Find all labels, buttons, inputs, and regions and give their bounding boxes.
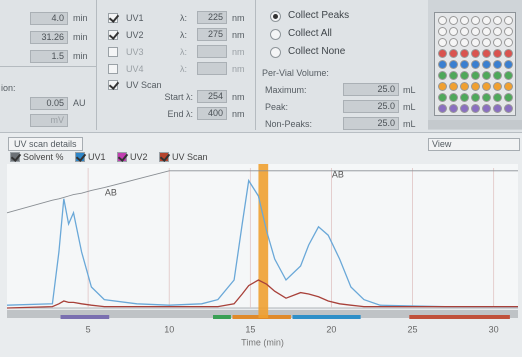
x-tick-label: 5 (86, 324, 91, 334)
chromatogram: 5 10 15 20 25 30 AB AB Time (min) (0, 0, 522, 357)
screen: 4.0min31.26min1.5minion:0.05AUmVUV1λ:225… (0, 0, 522, 357)
annotation: AB (332, 169, 344, 179)
x-tick-label: 30 (489, 324, 499, 334)
fraction (213, 315, 231, 319)
annotation: AB (105, 188, 117, 198)
x-axis-title: Time (min) (241, 337, 284, 347)
fraction (293, 315, 361, 319)
x-tick-label: 20 (326, 324, 336, 334)
fraction-highlight (258, 164, 268, 318)
x-tick-label: 10 (164, 324, 174, 334)
x-tick-label: 15 (245, 324, 255, 334)
x-tick-label: 25 (408, 324, 418, 334)
fraction (409, 315, 510, 319)
fraction (61, 315, 110, 319)
